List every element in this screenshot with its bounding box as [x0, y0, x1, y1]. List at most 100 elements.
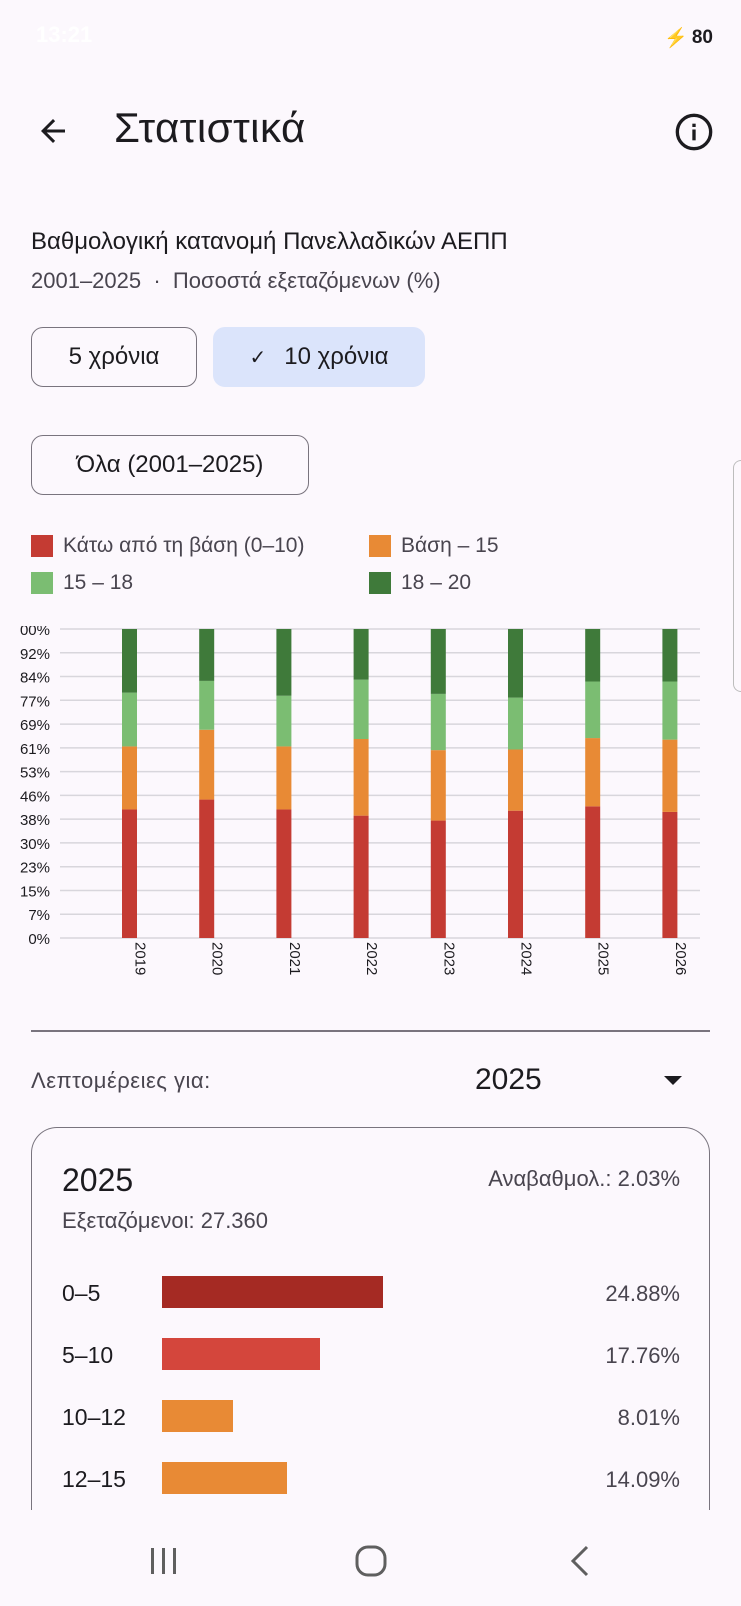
bar-segment [585, 738, 601, 807]
info-button[interactable] [672, 110, 716, 154]
page-title: Στατιστικά [114, 104, 306, 151]
year-dropdown-value: 2025 [475, 1063, 542, 1096]
legend-item-base-15: Βάση – 15 [369, 534, 499, 558]
legend-label: 18 – 20 [401, 571, 472, 594]
bar-segment [353, 815, 369, 938]
bar-segment [662, 811, 678, 938]
x-tick-label: 2025 [595, 942, 612, 975]
x-tick-label: 2026 [672, 942, 689, 975]
breakdown-label-0-5: 0–5 [62, 1280, 101, 1306]
y-tick-label: 0% [28, 931, 50, 948]
x-tick-label: 2022 [363, 942, 380, 975]
bar-segment [430, 750, 446, 821]
bar-segment [662, 629, 678, 682]
info-icon [675, 113, 713, 151]
bar-segment [276, 629, 292, 696]
details-label: Λεπτομέρειες για: [31, 1068, 211, 1093]
charging-icon: ⚡ [664, 28, 688, 49]
x-tick-label: 2019 [132, 942, 149, 975]
card-examinees: Εξεταζόμενοι: 27.360 [62, 1208, 269, 1233]
chip-all-years-label: Όλα (2001–2025) [76, 451, 264, 478]
card-year: 2025 [62, 1162, 134, 1198]
x-tick-label: 2023 [440, 942, 457, 975]
legend-swatch [31, 535, 53, 557]
y-tick-label: 30% [20, 836, 50, 853]
system-back-button[interactable] [550, 1536, 610, 1586]
bar-segment [199, 680, 215, 730]
breakdown-value-12-15: 14.09% [605, 1467, 680, 1492]
battery-level: 80 [691, 27, 713, 48]
legend-label: Βάση – 15 [401, 534, 499, 557]
chart-subheading: 2001–2025 · Ποσοστά εξεταζόμενων (%) [31, 268, 441, 293]
breakdown-label-12-15: 12–15 [62, 1466, 126, 1492]
breakdown-bar-0-5 [162, 1276, 384, 1308]
bar-segment [276, 695, 292, 747]
bar-segment [585, 681, 601, 739]
bar-segment [353, 679, 369, 740]
bar-segment [122, 746, 137, 810]
stacked-bar-chart: 100% 92% 84% 77% 69% 61% 53% 46% 38% 30% 23% 15% 7% 0… [20, 626, 700, 975]
status-battery: ⚡ 80 [664, 26, 713, 50]
bar-segment [662, 681, 678, 740]
x-tick-label: 2020 [209, 942, 226, 975]
chart-heading: Βαθμολογική κατανομή Πανελλαδικών ΑΕΠΠ [31, 228, 508, 255]
bar-segment [199, 629, 215, 681]
legend-swatch [369, 535, 391, 557]
check-icon: ✓ [249, 346, 267, 369]
legend-item-18-20: 18 – 20 [369, 571, 471, 595]
y-tick-label: 7% [28, 907, 50, 924]
back-button[interactable] [30, 108, 76, 154]
bar-segment [353, 629, 369, 680]
y-tick-label: 46% [20, 788, 50, 805]
y-tick-label: 15% [20, 883, 50, 900]
x-tick-label: 2024 [518, 942, 535, 975]
dropdown-arrow-icon [664, 1076, 682, 1085]
breakdown-bar-5-10 [162, 1338, 321, 1370]
y-tick-label: 61% [20, 741, 50, 758]
chip-10-years[interactable]: ✓ 10 χρόνια [213, 327, 425, 387]
y-tick-label: 92% [20, 646, 50, 663]
edge-panel-handle[interactable] [733, 460, 741, 692]
bar-segment [276, 809, 292, 938]
bar-segment [199, 799, 215, 938]
legend-swatch [31, 572, 53, 594]
bar-segment [276, 746, 292, 810]
status-time: 13:21 [36, 22, 93, 47]
breakdown-label-10-12: 10–12 [62, 1404, 126, 1430]
recent-apps-button[interactable] [134, 1536, 194, 1586]
home-button[interactable] [341, 1536, 401, 1586]
bar-segment [122, 809, 137, 938]
bar-segment [353, 739, 369, 816]
divider [31, 1030, 710, 1032]
chip-all-years[interactable]: Όλα (2001–2025) [31, 435, 309, 495]
bar-segment [430, 820, 446, 938]
chip-5-years[interactable]: 5 χρόνια [31, 327, 197, 387]
legend-label: 15 – 18 [63, 571, 134, 594]
breakdown-value-10-12: 8.01% [617, 1405, 680, 1430]
legend-item-below-base: Κάτω από τη βάση (0–10) [31, 534, 304, 558]
y-tick-label: 23% [20, 860, 50, 877]
home-icon [355, 1545, 387, 1577]
legend-item-15-18: 15 – 18 [31, 571, 133, 595]
breakdown-value-0-5: 24.88% [605, 1281, 680, 1306]
bar-segment [585, 629, 601, 682]
bar-segment [508, 629, 523, 698]
year-dropdown[interactable]: 2025 [475, 1058, 685, 1102]
chip-10-years-label: 10 χρόνια [284, 343, 389, 370]
card-upgrade-rate: Αναβαθμολ.: 2.03% [488, 1166, 680, 1191]
bar-segment [508, 697, 523, 750]
bar-segment [508, 810, 523, 938]
y-tick-label: 53% [20, 765, 50, 782]
system-nav-bar [0, 1510, 741, 1606]
bar-segment [662, 739, 678, 812]
breakdown-bar-10-12 [162, 1400, 234, 1432]
breakdown-value-5-10: 17.76% [605, 1343, 680, 1368]
bar-segment [430, 693, 446, 751]
y-tick-label: 69% [20, 717, 50, 734]
bar-segment [430, 629, 446, 694]
bar-segment [122, 629, 137, 693]
legend-swatch [369, 572, 391, 594]
bar-segment [122, 692, 137, 747]
y-tick-label: 38% [20, 812, 50, 829]
breakdown-bar-12-15 [162, 1462, 288, 1494]
